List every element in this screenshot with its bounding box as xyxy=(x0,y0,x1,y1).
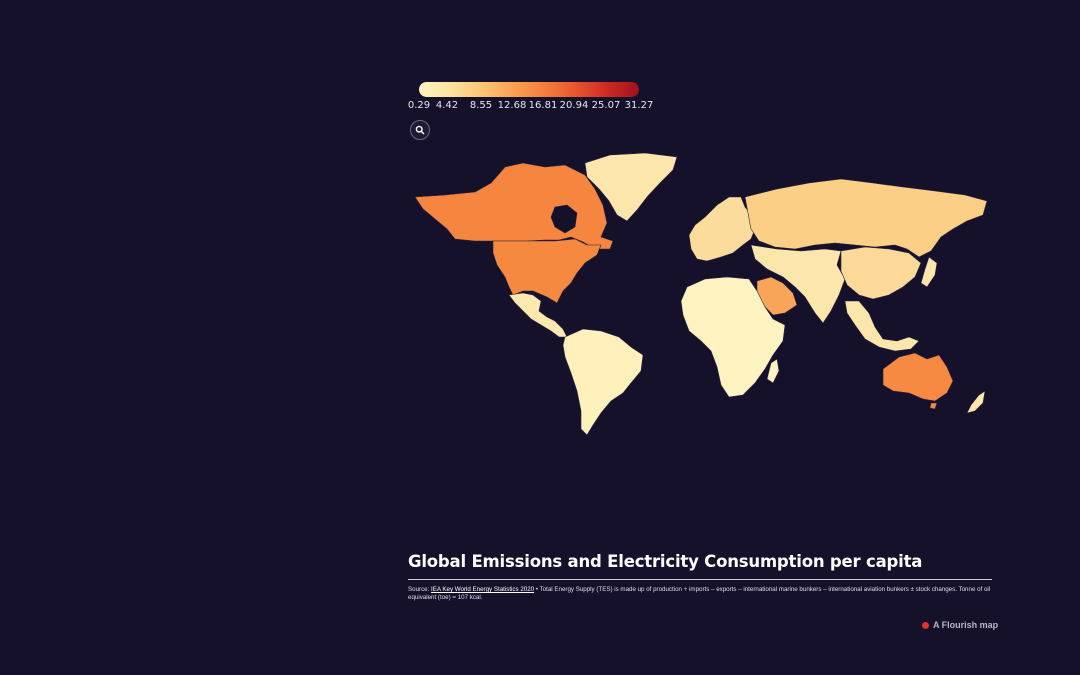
region-south-america[interactable] xyxy=(562,328,644,436)
region-europe[interactable] xyxy=(688,196,756,262)
map-title: Global Emissions and Electricity Consump… xyxy=(408,552,923,571)
legend-ticks: 0.29 4.42 8.55 12.68 16.81 20.94 25.07 31.27 xyxy=(405,100,655,116)
region-madagascar[interactable] xyxy=(766,358,780,384)
flourish-credit-link[interactable]: A Flourish map xyxy=(922,620,998,630)
region-usa[interactable] xyxy=(492,238,602,304)
region-greenland[interactable] xyxy=(584,152,678,222)
region-canada[interactable] xyxy=(414,162,614,250)
legend-tick: 0.29 xyxy=(407,100,431,111)
legend-tick: 20.94 xyxy=(559,100,589,111)
region-africa[interactable] xyxy=(680,276,786,398)
legend-tick: 25.07 xyxy=(591,100,621,111)
source-note: Source: IEA Key World Energy Statistics … xyxy=(408,586,992,602)
map-footer: Global Emissions and Electricity Consump… xyxy=(408,552,992,602)
source-link[interactable]: IEA Key World Energy Statistics 2020 xyxy=(431,586,535,593)
source-prefix: Source: xyxy=(408,586,432,593)
legend-tick: 8.55 xyxy=(469,100,493,111)
region-southeast-asia[interactable] xyxy=(844,300,920,352)
region-japan[interactable] xyxy=(920,256,938,288)
search-button[interactable] xyxy=(410,120,430,140)
region-mexico[interactable] xyxy=(508,292,568,338)
world-map[interactable] xyxy=(405,145,995,440)
legend-tick: 16.81 xyxy=(528,100,558,111)
region-asia[interactable] xyxy=(750,244,846,324)
source-text: • Total Energy Supply (TES) is made up o… xyxy=(408,586,991,602)
region-new-zealand[interactable] xyxy=(966,390,986,414)
legend-tick: 31.27 xyxy=(624,100,654,111)
region-russia[interactable] xyxy=(744,178,988,258)
search-icon xyxy=(415,125,425,135)
region-china[interactable] xyxy=(840,246,922,300)
region-tasmania[interactable] xyxy=(929,402,938,410)
color-legend: 0.29 4.42 8.55 12.68 16.81 20.94 25.07 31.27 xyxy=(405,82,655,116)
flourish-logo-icon xyxy=(922,621,929,629)
legend-tick: 12.68 xyxy=(497,100,527,111)
legend-gradient-bar xyxy=(419,82,639,97)
flourish-credit-label: A Flourish map xyxy=(933,620,999,630)
region-australia[interactable] xyxy=(882,352,954,402)
divider xyxy=(408,579,992,580)
legend-tick: 4.42 xyxy=(435,100,459,111)
hudson-bay xyxy=(550,204,578,234)
